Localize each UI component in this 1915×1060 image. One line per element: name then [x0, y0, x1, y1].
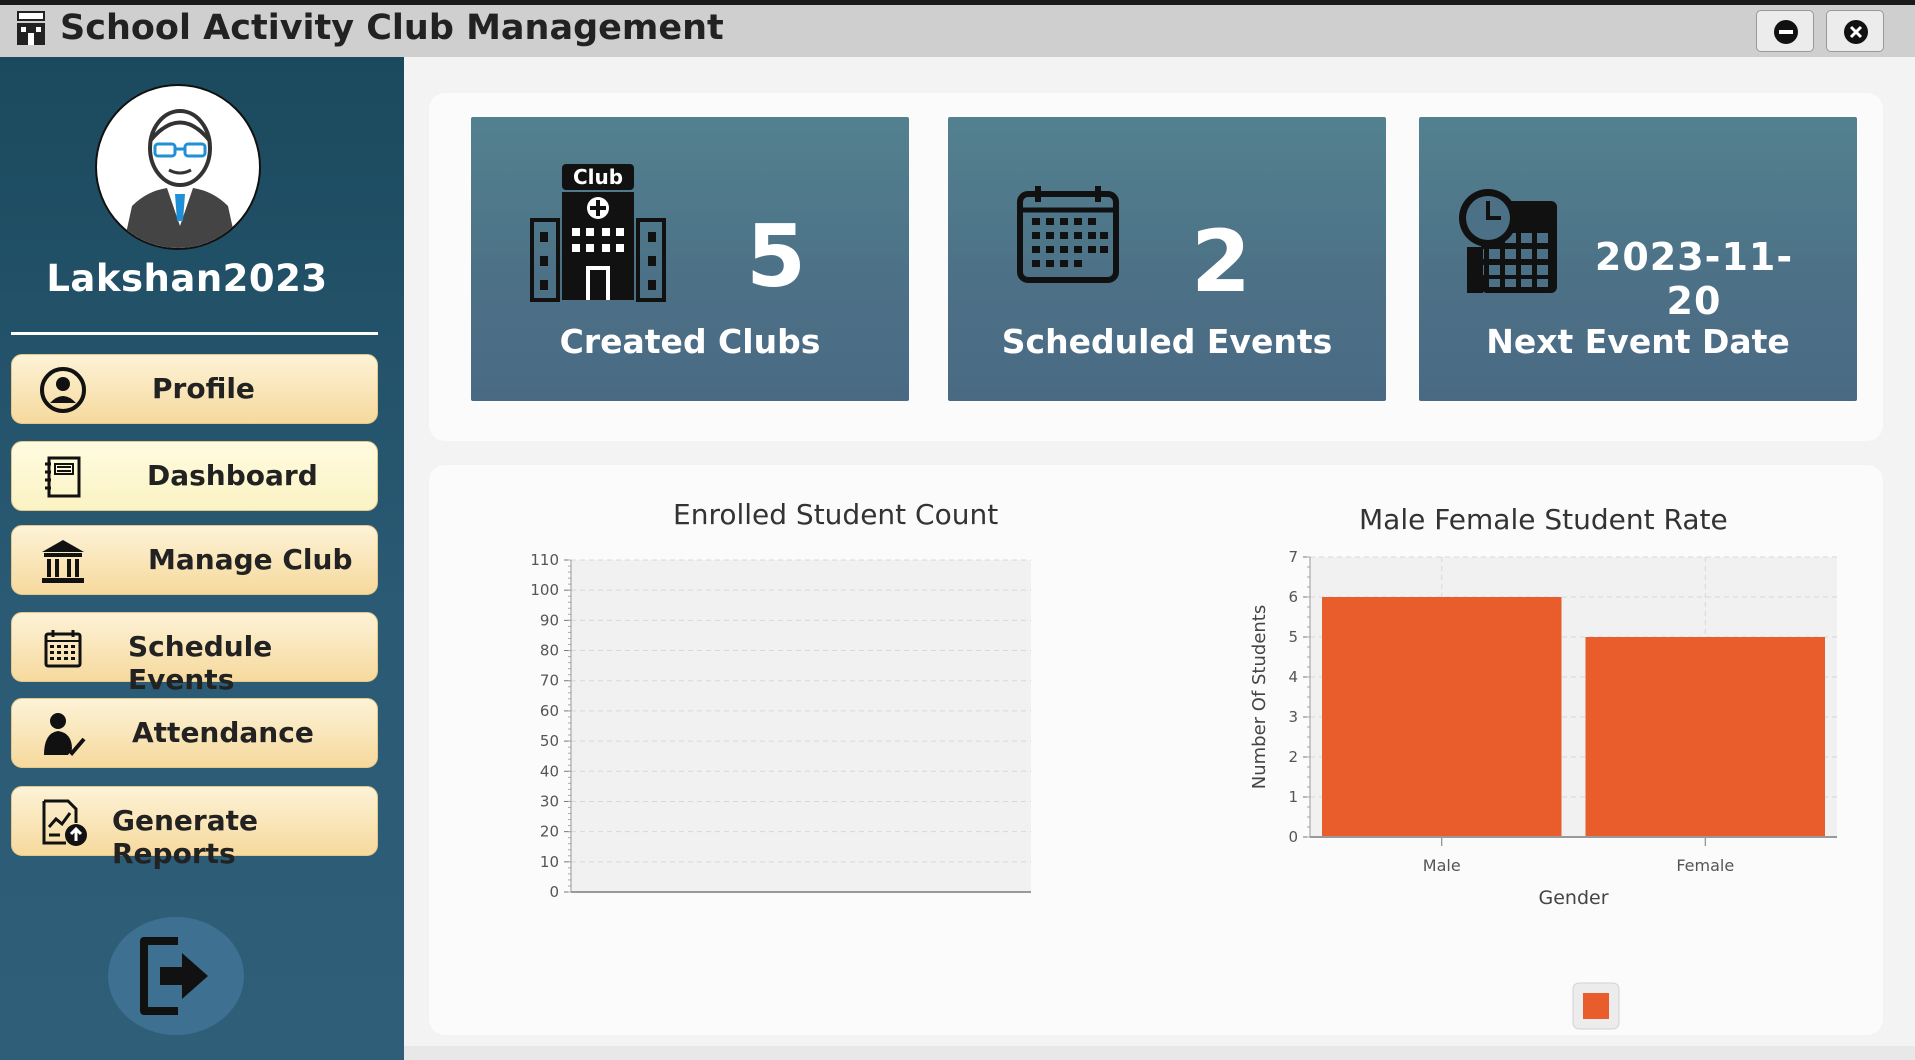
- y-tick-label: 5: [1288, 628, 1298, 646]
- stat-value: 5: [746, 207, 806, 307]
- sidebar: Lakshan2023 Profile Dashboard: [0, 57, 404, 1060]
- sidebar-item-manage-club[interactable]: Manage Club: [11, 525, 378, 595]
- chart-title-enrolled: Enrolled Student Count: [673, 498, 999, 531]
- club-building-icon: Club: [530, 164, 666, 302]
- y-tick-label: 7: [1288, 548, 1298, 566]
- school-icon: [17, 11, 45, 45]
- y-tick-label: 80: [540, 642, 559, 660]
- logout-button[interactable]: [108, 917, 244, 1035]
- status-strip: [404, 1046, 1915, 1060]
- y-tick-label: 6: [1288, 588, 1298, 606]
- plot-area: [571, 560, 1031, 892]
- stat-card-events: 2 Scheduled Events: [948, 117, 1386, 401]
- minimize-circle-icon: [1774, 20, 1798, 44]
- y-tick-label: 90: [540, 611, 559, 629]
- sidebar-item-label: Attendance: [132, 716, 314, 749]
- close-circle-icon: [1844, 20, 1868, 44]
- building-icon: [42, 540, 84, 583]
- calendar-icon: [44, 630, 82, 668]
- sidebar-item-label: Profile: [152, 372, 255, 405]
- y-tick-label: 60: [540, 702, 559, 720]
- minimize-button[interactable]: [1756, 10, 1814, 52]
- y-tick-label: 4: [1288, 668, 1298, 686]
- y-tick-label: 20: [540, 823, 559, 841]
- x-tick-label: Male: [1423, 856, 1461, 875]
- charts-panel: Enrolled Student Count 0 10 20 30 40 50 60 70 80…: [429, 465, 1883, 1035]
- avatar[interactable]: [95, 84, 261, 250]
- username: Lakshan2023: [46, 257, 328, 300]
- sidebar-item-label: Manage Club: [148, 543, 353, 576]
- bar-female: [1585, 637, 1825, 837]
- y-tick-label: 1: [1288, 788, 1298, 806]
- y-tick-label: 100: [530, 581, 559, 599]
- sidebar-item-label: Dashboard: [147, 459, 318, 492]
- y-tick-label: 50: [540, 732, 559, 750]
- sidebar-item-label: Schedule Events: [128, 630, 273, 696]
- sidebar-item-schedule-events[interactable]: Schedule Events: [11, 612, 378, 696]
- stat-card-clubs: Club 5 Created Clubs: [471, 117, 909, 401]
- y-tick-label: 0: [1288, 828, 1298, 846]
- gender-bar-chart: 0 1 2 3 4 5 6 7 Male Female Gender Number Of Studen…: [1249, 548, 1837, 1030]
- sidebar-item-label: Generate Reports: [112, 804, 258, 870]
- sidebar-item-attendance[interactable]: Attendance: [11, 698, 378, 768]
- y-axis-label: Number Of Students: [1249, 605, 1270, 790]
- title-bar: School Activity Club Management: [0, 0, 1915, 57]
- app-title: School Activity Club Management: [60, 8, 724, 48]
- y-tick-label: 2: [1288, 748, 1298, 766]
- stat-label: Next Event Date: [1486, 322, 1790, 361]
- y-tick-label: 3: [1288, 708, 1298, 726]
- x-tick-label: Female: [1676, 856, 1734, 875]
- sidebar-item-dashboard[interactable]: Dashboard: [11, 441, 378, 511]
- report-upload-icon: [42, 799, 87, 846]
- stat-card-next-event: 2023-11-20 Next Event Date: [1419, 117, 1857, 401]
- stat-label: Scheduled Events: [1001, 322, 1333, 361]
- sidebar-item-generate-reports[interactable]: Generate Reports: [11, 786, 378, 870]
- y-tick-label: 40: [540, 762, 559, 780]
- y-tick-label: 110: [530, 551, 559, 569]
- legend: [1572, 982, 1620, 1030]
- clock-calendar-icon: [1459, 189, 1557, 293]
- y-tick-label: 70: [540, 672, 559, 690]
- x-axis-label: Gender: [1538, 887, 1608, 909]
- logout-icon: [140, 937, 208, 1015]
- chart-title-gender: Male Female Student Rate: [1359, 503, 1728, 536]
- user-circle-icon: [40, 367, 86, 413]
- user-avatar-icon: [122, 109, 238, 248]
- person-check-icon: [44, 713, 86, 756]
- notebook-icon: [45, 456, 81, 498]
- stat-value: 2023-11-20: [1594, 235, 1794, 323]
- stats-panel: Club 5 Created Clubs: [429, 93, 1883, 441]
- stat-label: Created Clubs: [559, 322, 821, 361]
- y-tick-label: 30: [540, 792, 559, 810]
- sidebar-divider: [11, 332, 378, 335]
- club-icon-text: Club: [573, 165, 623, 189]
- calendar-icon: [1017, 186, 1119, 283]
- close-button[interactable]: [1826, 10, 1884, 52]
- bar-male: [1322, 597, 1562, 837]
- sidebar-item-profile[interactable]: Profile: [11, 354, 378, 424]
- enrolled-student-chart: 0 10 20 30 40 50 60 70 80 90 100 110: [530, 551, 1031, 901]
- legend-swatch: [1583, 993, 1609, 1019]
- y-tick-label: 10: [540, 853, 559, 871]
- stat-value: 2: [1191, 212, 1251, 312]
- y-tick-label: 0: [549, 883, 559, 901]
